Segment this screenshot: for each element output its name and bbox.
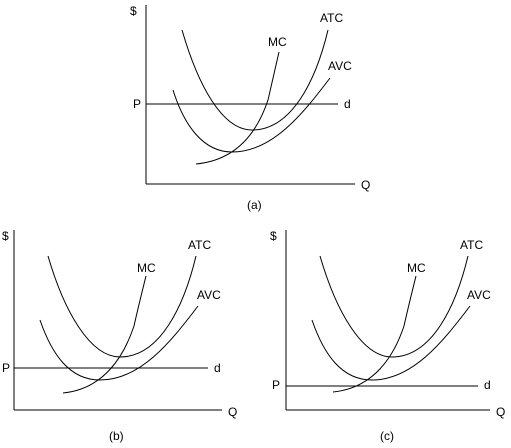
panel-c-atc-curve [319, 255, 469, 358]
panel-b-demand-label: d [214, 361, 221, 375]
panel-c-avc-curve [311, 305, 471, 381]
panel-b: $ Q P d MC ATC AVC (b) [2, 229, 237, 443]
panel-b-mc-curve [62, 275, 147, 394]
panel-b-avc-label: AVC [197, 288, 221, 302]
panel-a-mc-curve [195, 51, 280, 165]
panel-a-demand-label: d [344, 97, 351, 111]
panel-a-y-axis-label: $ [130, 4, 137, 18]
panel-b-mc-label: MC [137, 261, 156, 275]
panel-a-atc-curve [181, 29, 329, 131]
panel-a-atc-label: ATC [320, 11, 343, 25]
panel-b-avc-curve [39, 305, 199, 381]
panel-b-atc-label: ATC [188, 238, 211, 252]
panel-b-y-axis-label: $ [2, 229, 9, 243]
panel-a-mc-label: MC [268, 35, 287, 49]
panel-c-caption: (c) [380, 429, 394, 443]
panel-c-mc-curve [332, 275, 417, 393]
panel-a-x-axis-label: Q [361, 178, 370, 192]
panel-b-price-label: P [2, 361, 10, 375]
panel-b-caption: (b) [109, 429, 124, 443]
panel-c-y-axis-label: $ [270, 229, 277, 243]
panel-b-x-axis-label: Q [228, 405, 237, 419]
panel-c-avc-label: AVC [467, 288, 491, 302]
panel-c-x-axis-label: Q [496, 405, 505, 419]
panel-b-atc-curve [47, 255, 197, 358]
panel-a-avc-curve [172, 77, 331, 153]
panel-c-mc-label: MC [407, 261, 426, 275]
panel-c-price-label: P [272, 378, 280, 392]
panel-a: $ Q P d MC ATC AVC (a) [130, 4, 370, 212]
panel-a-caption: (a) [247, 198, 262, 212]
panel-c-atc-label: ATC [460, 238, 483, 252]
panel-a-price-label: P [133, 97, 141, 111]
panel-c: $ Q P d MC ATC AVC (c) [270, 229, 505, 443]
panel-c-demand-label: d [484, 378, 491, 392]
panel-a-avc-label: AVC [328, 59, 352, 73]
